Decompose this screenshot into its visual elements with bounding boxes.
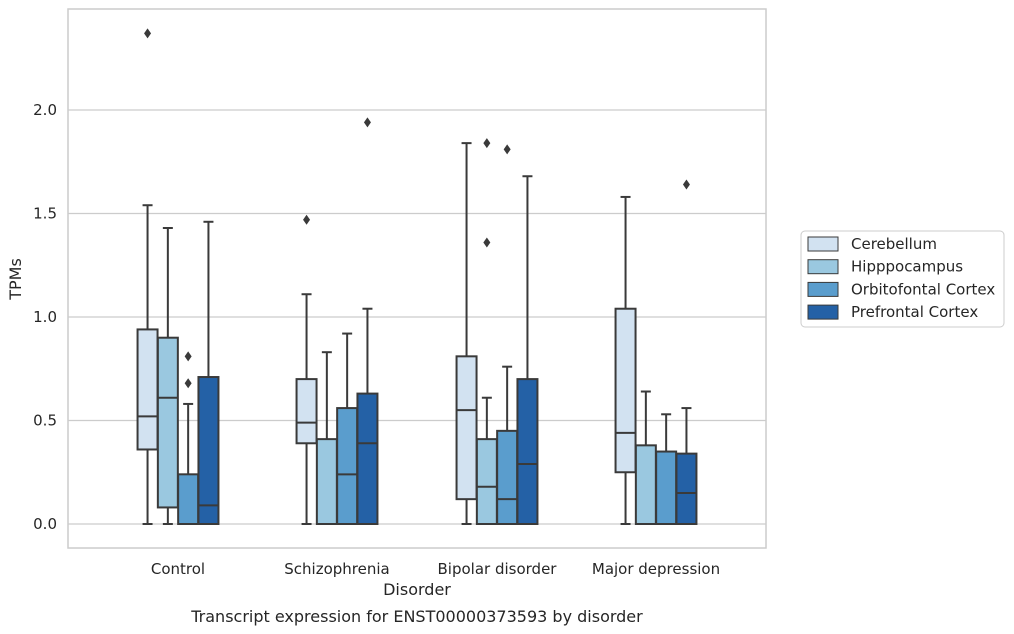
box-groups <box>136 28 698 526</box>
y-axis-ticks: 0.0 0.5 1.0 1.5 2.0 <box>33 101 57 533</box>
box-body <box>356 392 379 525</box>
outlier-marker <box>363 117 371 128</box>
y-tick-label: 0.5 <box>33 412 57 430</box>
y-tick-label: 0.0 <box>33 515 57 533</box>
box-prefrontal-cortex <box>516 175 539 525</box>
legend-label: Prefrontal Cortex <box>851 303 978 321</box>
outlier-marker <box>144 28 152 39</box>
y-tick-label: 1.5 <box>33 205 57 223</box>
box-cerebellum <box>455 142 478 525</box>
box-body <box>295 378 318 445</box>
box-orbitofontal-cortex <box>336 332 359 525</box>
legend-swatch <box>807 259 839 275</box>
outlier-marker <box>682 179 690 190</box>
box-body <box>177 473 200 526</box>
outlier-marker <box>184 351 192 362</box>
box-prefrontal-cortex <box>675 179 698 525</box>
box-prefrontal-cortex <box>356 117 379 525</box>
x-axis-title: Disorder <box>383 580 451 599</box>
box-body <box>336 407 359 525</box>
box-cerebellum <box>295 214 318 525</box>
box-orbitofontal-cortex <box>177 351 200 526</box>
box-prefrontal-cortex <box>197 220 220 525</box>
legend-label: Hipppocampus <box>851 258 963 276</box>
plot-area-frame <box>67 8 767 549</box>
box-body <box>315 438 338 526</box>
legend-frame <box>800 230 1005 328</box>
legend-label: Orbitofontal Cortex <box>851 280 995 298</box>
outlier-marker <box>184 378 192 389</box>
box-body <box>156 336 179 509</box>
y-tick-label: 2.0 <box>33 101 57 119</box>
x-tick-label: Bipolar disorder <box>438 560 558 578</box>
box-hipppocampus <box>634 390 657 525</box>
box-hipppocampus <box>475 138 498 526</box>
x-tick-label: Schizophrenia <box>284 560 389 578</box>
box-body <box>496 429 519 526</box>
x-tick-label: Major depression <box>592 560 720 578</box>
box-hipppocampus <box>156 226 179 525</box>
outlier-marker <box>483 138 491 149</box>
x-tick-label: Control <box>151 560 205 578</box>
box-body <box>455 355 478 501</box>
box-hipppocampus <box>315 351 338 526</box>
legend: Cerebellum Hipppocampus Orbitofontal Corte… <box>800 230 1005 328</box>
box-body <box>136 328 159 451</box>
outlier-marker <box>303 214 311 225</box>
legend-label: Cerebellum <box>851 235 937 253</box>
y-axis-title: TPMs <box>6 258 25 301</box>
legend-swatch <box>807 236 839 252</box>
box-cerebellum <box>614 195 637 525</box>
box-body <box>197 376 220 525</box>
box-body <box>634 444 657 525</box>
box-body <box>655 450 678 525</box>
box-orbitofontal-cortex <box>496 144 519 526</box>
box-body <box>614 307 637 474</box>
legend-swatch <box>807 304 839 320</box>
box-cerebellum <box>136 28 159 525</box>
x-axis-ticks: Control Schizophrenia Bipolar disorder Majo… <box>151 560 720 578</box>
y-tick-label: 1.0 <box>33 308 57 326</box>
outlier-marker <box>503 144 511 155</box>
chart-caption: Transcript expression for ENST0000037359… <box>190 607 643 626</box>
legend-swatch <box>807 281 839 297</box>
box-orbitofontal-cortex <box>655 413 678 525</box>
box-body <box>675 452 698 525</box>
box-body <box>516 378 539 525</box>
box-body <box>475 438 498 526</box>
outlier-marker <box>483 237 491 248</box>
